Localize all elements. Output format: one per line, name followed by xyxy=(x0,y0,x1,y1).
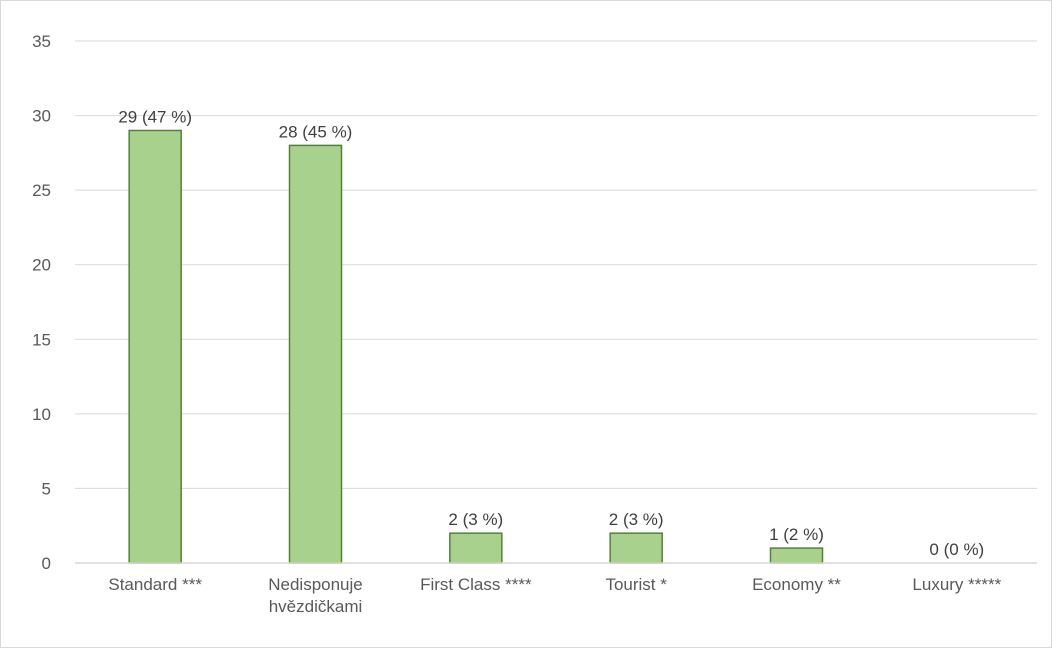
bars xyxy=(128,129,824,564)
x-tick-label-line: Standard *** xyxy=(108,575,202,594)
y-axis: 0 5 10 15 20 25 30 35 xyxy=(32,32,51,573)
x-tick-label-line: First Class **** xyxy=(420,575,532,594)
y-tick-label: 20 xyxy=(32,256,51,275)
x-tick-label: First Class **** xyxy=(420,575,532,594)
x-tick-label: Standard *** xyxy=(108,575,202,594)
bar xyxy=(449,532,503,564)
x-tick-label-line: Nedisponuje xyxy=(268,575,363,594)
x-tick-label-line: hvězdičkami xyxy=(269,597,363,616)
x-tick-label-line: Economy ** xyxy=(752,575,841,594)
x-tick-label-line: Tourist * xyxy=(605,575,667,594)
x-axis: Standard *** Nedisponuje hvězdičkami First … xyxy=(75,562,1037,616)
x-tick-label-line: Luxury ***** xyxy=(912,575,1001,594)
x-tick-label: Tourist * xyxy=(605,575,667,594)
data-label: 0 (0 %) xyxy=(929,540,984,559)
x-tick-label: Nedisponuje hvězdičkami xyxy=(268,575,363,616)
bar xyxy=(128,129,182,564)
y-tick-label: 15 xyxy=(32,330,51,349)
y-tick-label: 5 xyxy=(42,479,51,498)
data-label: 1 (2 %) xyxy=(769,525,824,544)
y-tick-label: 0 xyxy=(42,554,51,573)
y-tick-label: 30 xyxy=(32,107,51,126)
data-label: 2 (3 %) xyxy=(609,510,664,529)
bar xyxy=(609,532,663,564)
data-label: 28 (45 %) xyxy=(279,122,353,141)
gridlines xyxy=(75,40,1037,564)
y-tick-label: 35 xyxy=(32,32,51,51)
x-tick-label: Luxury ***** xyxy=(912,575,1001,594)
data-label: 2 (3 %) xyxy=(448,510,503,529)
x-tick-label: Economy ** xyxy=(752,575,841,594)
bar xyxy=(288,144,343,564)
data-labels: 29 (47 %) 28 (45 %) 2 (3 %) 2 (3 %) 1 (2 %) 0… xyxy=(118,107,984,559)
y-tick-label: 25 xyxy=(32,181,51,200)
bar xyxy=(769,547,824,564)
y-tick-label: 10 xyxy=(32,405,51,424)
data-label: 29 (47 %) xyxy=(118,107,192,126)
